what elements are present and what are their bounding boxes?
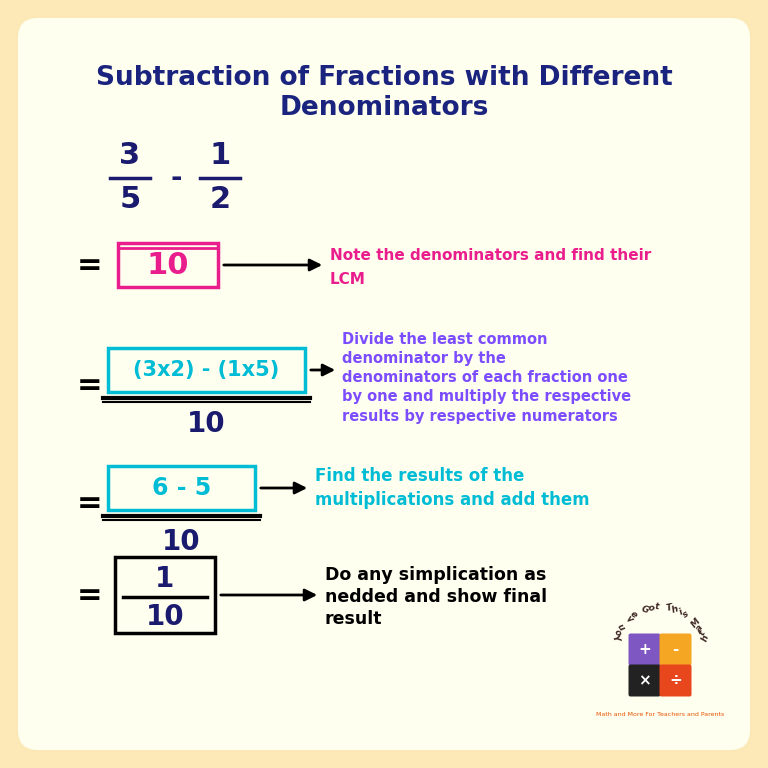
FancyBboxPatch shape: [628, 634, 660, 666]
Text: Math and More For Teachers and Parents: Math and More For Teachers and Parents: [596, 713, 724, 717]
Text: result: result: [325, 610, 382, 628]
Text: -: -: [672, 642, 679, 657]
Text: 10: 10: [146, 603, 184, 631]
Text: =: =: [78, 250, 103, 280]
Text: by one and multiply the respective: by one and multiply the respective: [342, 389, 631, 405]
Text: denominators of each fraction one: denominators of each fraction one: [342, 370, 628, 386]
Text: =: =: [78, 370, 103, 399]
Text: o: o: [612, 628, 623, 637]
Text: =: =: [78, 581, 103, 610]
Text: i: i: [677, 607, 684, 617]
Text: Y: Y: [610, 634, 621, 643]
Text: Find the results of the: Find the results of the: [315, 467, 525, 485]
Text: h: h: [700, 634, 710, 643]
Text: -: -: [170, 164, 182, 192]
Text: 3: 3: [120, 141, 141, 170]
Text: o: o: [647, 603, 654, 613]
Text: ': ': [620, 619, 629, 627]
Text: M: M: [689, 617, 702, 629]
Text: denominator by the: denominator by the: [342, 352, 506, 366]
FancyBboxPatch shape: [660, 664, 691, 697]
Text: Note the denominators and find their: Note the denominators and find their: [330, 247, 651, 263]
FancyBboxPatch shape: [660, 634, 691, 666]
FancyBboxPatch shape: [628, 664, 660, 697]
Text: 2: 2: [210, 186, 230, 214]
Text: 6 - 5: 6 - 5: [152, 476, 211, 500]
Text: 10: 10: [187, 410, 226, 438]
Text: h: h: [670, 604, 680, 614]
Text: Subtraction of Fractions with Different: Subtraction of Fractions with Different: [96, 65, 672, 91]
Text: a: a: [694, 623, 705, 633]
Text: v: v: [624, 613, 634, 624]
Bar: [115, 557, 215, 633]
Text: Divide the least common: Divide the least common: [342, 333, 548, 347]
FancyBboxPatch shape: [18, 18, 750, 750]
Text: e: e: [629, 609, 639, 621]
Text: Do any simplication as: Do any simplication as: [325, 566, 546, 584]
Bar: [108, 348, 305, 392]
Text: 1: 1: [155, 565, 174, 593]
Text: T: T: [665, 603, 673, 613]
Text: 5: 5: [119, 186, 141, 214]
Text: 10: 10: [162, 528, 200, 556]
Text: t: t: [654, 602, 659, 612]
Text: results by respective numerators: results by respective numerators: [342, 409, 617, 423]
Text: multiplications and add them: multiplications and add them: [315, 491, 590, 509]
Text: u: u: [615, 623, 626, 633]
Text: LCM: LCM: [330, 272, 366, 286]
Text: s: s: [681, 610, 691, 620]
Text: G: G: [640, 604, 650, 615]
Text: Denominators: Denominators: [280, 95, 488, 121]
Text: +: +: [638, 642, 650, 657]
Text: t: t: [697, 629, 707, 637]
Bar: [118, 243, 218, 287]
Bar: [108, 466, 255, 510]
Text: (3x2) - (1x5): (3x2) - (1x5): [134, 360, 280, 380]
Text: 10: 10: [147, 250, 189, 280]
Text: nedded and show final: nedded and show final: [325, 588, 547, 606]
Text: 1: 1: [210, 141, 230, 170]
Text: =: =: [78, 488, 103, 518]
Text: ×: ×: [638, 673, 650, 688]
Text: ÷: ÷: [669, 673, 682, 688]
